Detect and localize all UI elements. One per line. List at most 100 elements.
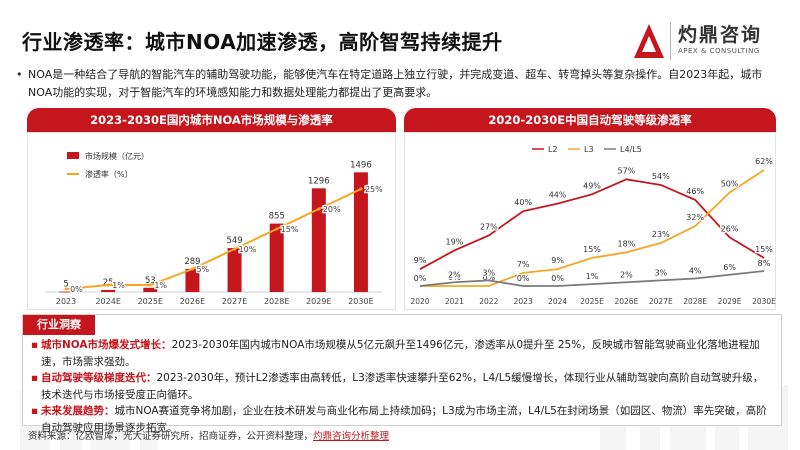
bar-value-label: 549: [226, 236, 242, 246]
legend-label-penetration: 渗透率（%）: [85, 169, 133, 179]
insight-item: ▪ 自动驾驶等级梯度迭代：2023-2030年，预计L2渗透率由高转低，L3渗透…: [31, 370, 773, 403]
x-tick-label: 2028E: [683, 297, 707, 306]
insight-item-label: 城市NOA市场爆发式增长：: [41, 339, 172, 351]
penetration-value-label: 15%: [281, 225, 299, 234]
bar-market-size: [143, 287, 158, 292]
series-value-label: 27%: [480, 222, 498, 231]
source-link[interactable]: 灼鼎咨询分析整理: [313, 431, 390, 442]
series-value-label: 46%: [686, 187, 704, 196]
penetration-value-label: 20%: [323, 205, 341, 214]
penetration-point: [190, 267, 194, 271]
bar-value-label: 855: [269, 212, 285, 222]
penetration-point: [106, 283, 110, 287]
bar-market-size: [311, 188, 326, 292]
series-value-label: 0%: [414, 273, 427, 282]
series-value-label: 54%: [652, 172, 670, 181]
bar-value-label: 25: [103, 278, 114, 288]
series-value-label: 40%: [514, 198, 532, 207]
series-value-label: 4%: [689, 267, 702, 276]
penetration-value-label: 1%: [112, 281, 125, 290]
series-value-label: 7%: [517, 260, 530, 269]
industry-insight-box: 行业洞察 ▪ 城市NOA市场爆发式增长：2023-2030年国内城市NOA市场规…: [22, 314, 782, 434]
insight-list: ▪ 城市NOA市场爆发式增长：2023-2030年国内城市NOA市场规模从5亿元…: [31, 337, 773, 436]
legend-swatch-market-size: [67, 152, 79, 159]
legend-label: L3: [584, 145, 594, 154]
noa-market-chart: 5 2023 25 2024E 53 2025E 289 2026E 549 2027E 855 20…: [45, 151, 384, 306]
x-tick-label: 2021: [445, 297, 464, 306]
x-tick-label: 2025E: [138, 297, 163, 306]
intro-bullet: •: [16, 68, 23, 81]
series-value-label: 50%: [721, 179, 739, 188]
series-value-label: 0%: [414, 274, 427, 283]
insight-item-label: 自动驾驶等级梯度迭代：: [41, 372, 157, 384]
penetration-value-label: 5%: [196, 265, 209, 274]
x-tick-label: 2027E: [222, 297, 247, 306]
x-tick-label: 2026E: [614, 297, 638, 306]
penetration-value-label: 1%: [154, 281, 167, 290]
bar-market-size: [185, 268, 200, 292]
series-value-label: 23%: [652, 230, 670, 239]
insight-bullet: ▪: [31, 372, 39, 384]
series-value-label: 57%: [618, 166, 636, 175]
x-tick-label: 2029E: [718, 297, 742, 306]
x-tick-label: 2028E: [264, 297, 289, 306]
penetration-point: [359, 187, 363, 191]
insight-tag: 行业洞察: [23, 315, 95, 335]
series-line-l4-l5: [419, 270, 765, 287]
penetration-point: [64, 287, 68, 291]
page-title: 行业渗透率：城市NOA加速渗透，高阶智驾持续提升: [22, 30, 503, 54]
noa-market-chart-panel: 2023-2030E国内城市NOA市场规模与渗透率 5 2023 25 2024E 53…: [27, 108, 396, 310]
series-value-label: 0%: [482, 273, 495, 282]
series-value-label: 9%: [414, 256, 427, 265]
penetration-value-label: 10%: [239, 245, 257, 254]
source-prefix: 资料来源：亿欧智库，光大证券研究所，招商证券，公开资料整理，: [28, 431, 314, 442]
series-value-label: 49%: [583, 181, 601, 190]
intro-paragraph: • NOA是一种结合了导航的智能汽车的辅助驾驶功能，能够使汽车在特定道路上独立行…: [16, 66, 773, 102]
x-tick-label: 2029E: [306, 297, 331, 306]
legend-label-market-size: 市场规模（亿元）: [85, 151, 149, 161]
series-value-label: 44%: [549, 191, 567, 200]
intro-text: NOA是一种结合了导航的智能汽车的辅助驾驶功能，能够使汽车在特定道路上独立行驶，…: [28, 68, 763, 99]
x-tick-label: 2026E: [180, 297, 205, 306]
bar-market-size: [59, 291, 74, 293]
series-value-label: 0%: [551, 274, 564, 283]
bar-value-label: 289: [184, 257, 200, 267]
series-value-label: 9%: [551, 256, 564, 265]
x-tick-label: 2030E: [752, 297, 776, 306]
noa-chart-body: [27, 132, 396, 310]
penetration-point: [233, 247, 237, 251]
logo-subtitle: APEX & CONSULTING: [678, 47, 760, 55]
company-logo: 灼鼎咨询 APEX & CONSULTING: [632, 18, 782, 64]
series-value-label: 15%: [755, 245, 773, 254]
insight-item: ▪ 城市NOA市场爆发式增长：2023-2030年国内城市NOA市场规模从5亿元…: [31, 337, 773, 370]
bar-market-size: [101, 290, 116, 292]
bar-market-size: [269, 223, 284, 292]
series-line-l3: [420, 169, 765, 287]
bar-value-label: 53: [145, 276, 156, 286]
bar-value-label: 1496: [350, 160, 372, 170]
x-tick-label: 2024: [548, 297, 567, 306]
page-header: 行业渗透率：城市NOA加速渗透，高阶智驾持续提升 灼鼎咨询 APEX & CON…: [22, 18, 782, 60]
x-tick-label: 2023: [514, 297, 533, 306]
x-tick-label: 2020: [410, 297, 429, 306]
series-value-label: 62%: [755, 157, 773, 166]
autonomy-level-chart-panel: 2020-2030E中国自动驾驶等级渗透率 2020 2021 2022 2023 20…: [404, 108, 776, 310]
x-tick-label: 2027E: [649, 297, 673, 306]
logo-divider: [670, 22, 671, 60]
penetration-point: [275, 227, 279, 231]
x-tick-label: 2023: [56, 297, 76, 306]
insight-item-text: 2023-2030年国内城市NOA市场规模从5亿元飙升至1496亿元，渗透率从0…: [41, 339, 760, 368]
bar-market-size: [227, 248, 242, 292]
series-value-label: 32%: [686, 213, 704, 222]
legend-label: L4/L5: [620, 145, 642, 154]
series-value-label: 0%: [448, 273, 461, 282]
series-value-label: 2%: [448, 270, 461, 279]
series-value-label: 6%: [723, 263, 736, 272]
logo-name: 灼鼎咨询: [678, 24, 763, 46]
source-note: 资料来源：亿欧智库，光大证券研究所，招商证券，公开资料整理，灼鼎咨询分析整理: [28, 428, 389, 442]
autonomy-level-chart: 2020 2021 2022 2023 2024 2025E 2026E 2027E 2028E…: [410, 145, 776, 306]
autonomy-chart-title: 2020-2030E中国自动驾驶等级渗透率: [404, 108, 776, 132]
series-value-label: 0%: [517, 274, 530, 283]
x-tick-label: 2022: [479, 297, 498, 306]
x-tick-label: 2025E: [580, 297, 604, 306]
